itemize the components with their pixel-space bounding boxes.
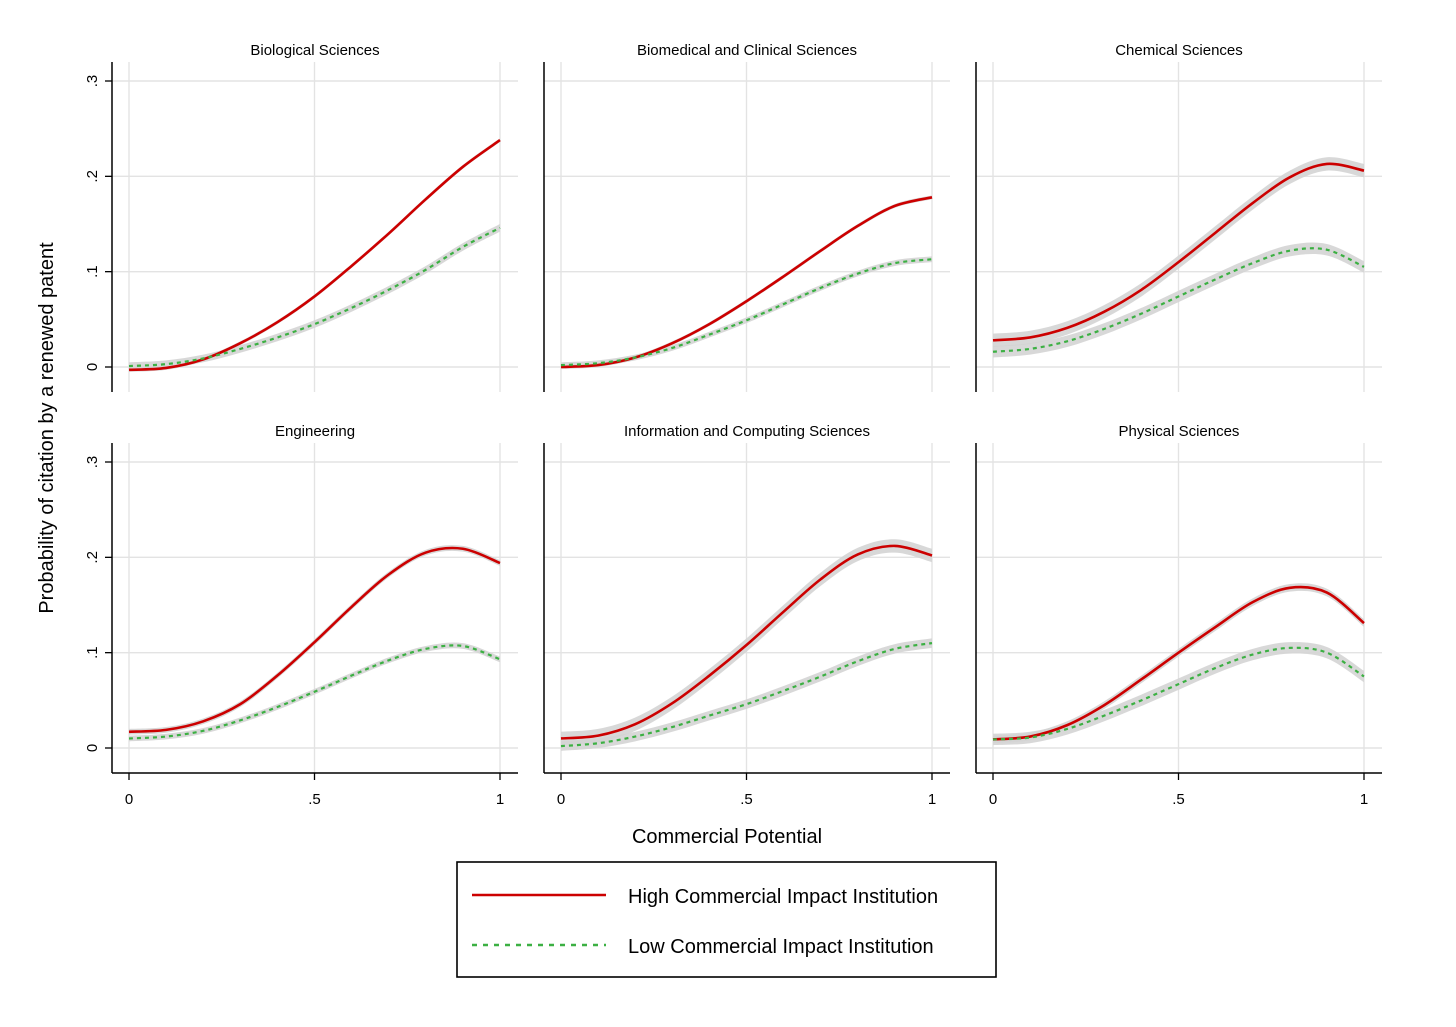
- high-series-line: [992, 162, 1365, 342]
- panel-title: Chemical Sciences: [1115, 42, 1243, 59]
- legend-label-high: High Commercial Impact Institution: [628, 886, 938, 908]
- high-series-line: [992, 585, 1365, 741]
- x-tick-label: .5: [1172, 791, 1185, 808]
- panel-biological-sciences: 0 .1 .2 .3 Biological Sciences: [84, 42, 518, 392]
- panel-chemical-sciences: Chemical Sciences: [975, 42, 1382, 392]
- panel-title: Information and Computing Sciences: [624, 423, 870, 440]
- x-tick-label: 1: [928, 791, 936, 808]
- high-series-line: [128, 546, 501, 734]
- panel-title: Biological Sciences: [250, 42, 379, 59]
- x-tick-label: 1: [496, 791, 504, 808]
- x-tick-label: .5: [740, 791, 753, 808]
- panels-container: 0 .1 .2 .3 Biological Sciences Biomedical and…: [84, 42, 1382, 808]
- high-series-line: [560, 196, 933, 369]
- panel-title: Physical Sciences: [1119, 423, 1240, 440]
- low-series-line: [992, 646, 1365, 741]
- panel-biomedical-and-clinical-sciences: Biomedical and Clinical Sciences: [543, 42, 950, 392]
- y-tick-label: .2: [84, 551, 101, 564]
- low-series-line: [128, 644, 501, 740]
- high-ci-band: [129, 545, 500, 735]
- legend: High Commercial Impact Institution Low C…: [456, 861, 997, 978]
- legend-label-low: Low Commercial Impact Institution: [628, 936, 934, 958]
- x-tick-label: 1: [1360, 791, 1368, 808]
- x-tick-label: 0: [125, 791, 133, 808]
- panel-title: Engineering: [275, 423, 355, 440]
- panel-physical-sciences: 0 .5 1 Physical Sciences: [975, 423, 1382, 808]
- x-tick-label: 0: [557, 791, 565, 808]
- low-series-line: [992, 247, 1365, 353]
- low-ci-band: [561, 638, 932, 751]
- x-tick-label: .5: [308, 791, 321, 808]
- x-axis-title: Commercial Potential: [632, 826, 822, 848]
- panel-information-and-computing-sciences: 0 .5 1 Information and Computing Sciences: [543, 423, 950, 808]
- low-series-line: [560, 258, 933, 367]
- y-tick-label: .3: [84, 456, 101, 469]
- panel-title: Biomedical and Clinical Sciences: [637, 42, 857, 59]
- y-tick-label: .2: [84, 170, 101, 183]
- low-series-line: [560, 642, 933, 748]
- y-tick-label: .1: [84, 646, 101, 659]
- panel-engineering: 0 .1 .2 .3 0 .5 1 Engineering: [84, 423, 518, 808]
- y-axis-title: Probability of citation by a renewed pat…: [36, 242, 58, 614]
- legend-box: [456, 861, 997, 978]
- high-series-line: [560, 544, 933, 740]
- low-ci-band: [993, 242, 1364, 358]
- y-tick-label: 0: [84, 363, 101, 371]
- high-ci-band: [561, 539, 932, 746]
- y-tick-label: 0: [84, 744, 101, 752]
- y-tick-label: .1: [84, 265, 101, 278]
- y-tick-label: .3: [84, 75, 101, 88]
- low-ci-band: [993, 642, 1364, 746]
- high-series-line: [128, 139, 501, 372]
- x-tick-label: 0: [989, 791, 997, 808]
